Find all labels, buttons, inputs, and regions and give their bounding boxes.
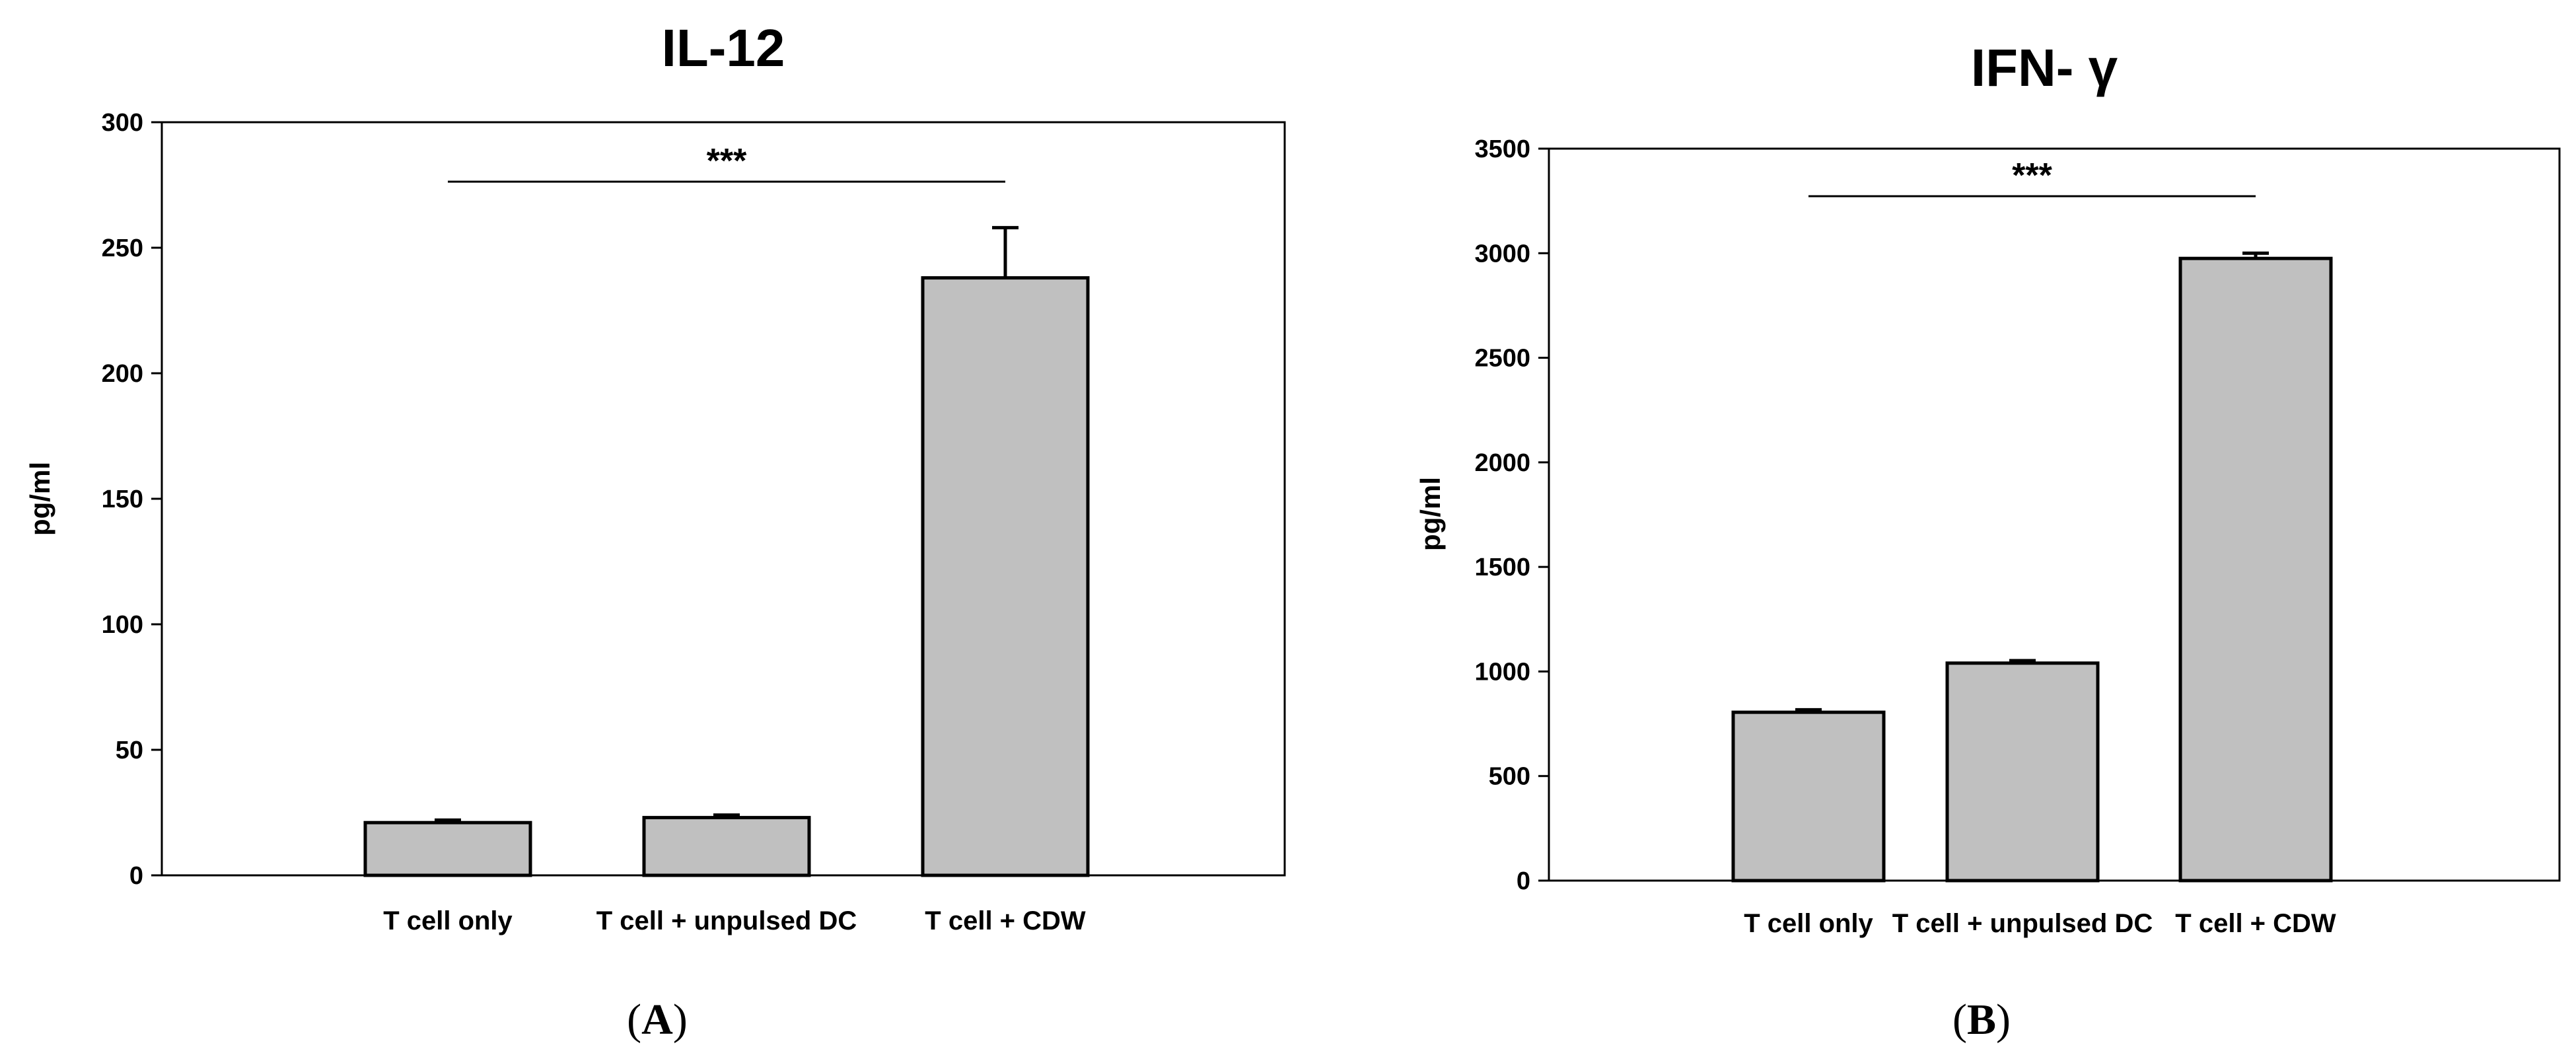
x-category-label: T cell + CDW — [925, 906, 1086, 935]
y-tick-label: 2500 — [1474, 345, 1530, 373]
panel-label-open: ( — [1952, 996, 1967, 1044]
y-tick-label: 100 — [102, 611, 143, 639]
bar — [363, 820, 532, 877]
y-tick-label: 0 — [129, 862, 143, 890]
panel-label: (A) — [627, 996, 688, 1044]
x-category-label: T cell + CDW — [2175, 909, 2336, 938]
panel-label-close: ) — [673, 996, 688, 1044]
x-category-label: T cell only — [383, 906, 513, 935]
y-tick-label: 1000 — [1474, 658, 1530, 686]
y-tick-label: 2000 — [1474, 449, 1530, 477]
chart-a: IL-12 pg/ml 0 50 100 150 200 250 300 T cell only T… — [24, 18, 1286, 1044]
y-axis-label: pg/ml — [24, 462, 55, 536]
chart-title: IFN- γ — [1971, 38, 2118, 97]
y-tick-label: 300 — [102, 109, 143, 137]
x-category-label: T cell + unpulsed DC — [1892, 909, 2153, 938]
x-category-label: T cell + unpulsed DC — [596, 906, 857, 935]
chart-b: IFN- γ pg/ml 0 500 1000 1500 2000 2500 3000 3500 T… — [1415, 38, 2561, 1044]
bar — [1945, 661, 2100, 883]
panel-label: (B) — [1952, 996, 2011, 1044]
significance-label: *** — [707, 142, 747, 180]
x-category-label: T cell only — [1744, 909, 1873, 938]
panel-label-letter: B — [1967, 996, 1996, 1044]
bar — [2178, 256, 2333, 883]
y-tick-label: 50 — [116, 737, 143, 764]
y-tick-label: 500 — [1489, 763, 1530, 791]
y-tick-label: 3000 — [1474, 240, 1530, 268]
y-tick-label: 150 — [102, 486, 143, 513]
y-tick-label: 1500 — [1474, 554, 1530, 581]
panel-label-open: ( — [627, 996, 641, 1044]
y-tick-label: 0 — [1517, 867, 1530, 895]
bar — [921, 276, 1090, 877]
chart-title: IL-12 — [662, 18, 785, 77]
panel-label-letter: A — [641, 996, 673, 1044]
y-tick-label: 3500 — [1474, 135, 1530, 163]
panel-label-close: ) — [1996, 996, 2011, 1044]
y-tick-label: 250 — [102, 235, 143, 262]
significance-label: *** — [2012, 157, 2052, 195]
bar — [642, 816, 811, 877]
bar — [1731, 710, 1886, 883]
plot-frame — [161, 121, 1286, 877]
y-tick-label: 200 — [102, 360, 143, 388]
y-axis-label: pg/ml — [1415, 477, 1446, 551]
